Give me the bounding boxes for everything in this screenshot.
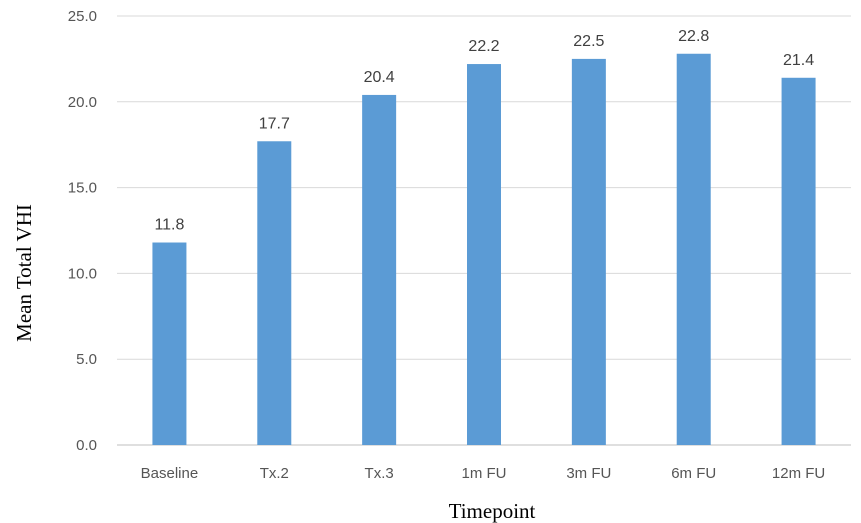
y-tick-label: 25.0 [68,8,97,25]
y-tick-label: 20.0 [68,94,97,111]
x-axis-ticks: Baseline Tx.2 Tx.3 1m FU 3m FU 6m FU 12m FU [141,465,826,482]
bar [152,242,187,445]
x-tick-label: Baseline [141,465,199,482]
y-tick-label: 15.0 [68,180,97,197]
y-tick-label: 10.0 [68,265,97,282]
data-label: 17.7 [259,115,290,132]
bar [362,94,397,445]
x-tick-label: Tx.3 [365,465,394,482]
bars [152,53,816,446]
data-labels: 11.8 17.7 20.4 22.2 22.5 22.8 21.4 [154,28,814,234]
x-tick-label: Tx.2 [260,465,289,482]
x-axis-title: Timepoint [449,499,536,523]
data-label: 22.5 [573,33,604,50]
bar [781,77,816,445]
bar [676,53,711,445]
x-tick-label: 12m FU [772,465,825,482]
y-tick-label: 0.0 [76,437,97,454]
y-tick-label: 5.0 [76,351,97,368]
y-axis-ticks: 0.0 5.0 10.0 15.0 20.0 25.0 [68,8,97,454]
data-label: 21.4 [783,52,814,69]
bar [467,64,501,445]
x-tick-label: 6m FU [671,465,716,482]
bar [571,58,606,446]
x-tick-label: 1m FU [462,465,507,482]
data-label: 20.4 [364,69,395,86]
data-label: 11.8 [154,217,184,234]
data-label: 22.2 [468,38,499,55]
y-axis-title: Mean Total VHI [12,204,36,342]
data-label: 22.8 [678,28,709,45]
bar [257,141,292,445]
x-tick-label: 3m FU [566,465,611,482]
